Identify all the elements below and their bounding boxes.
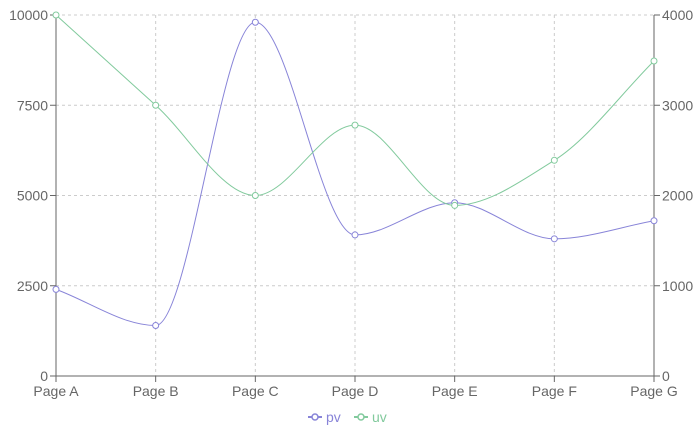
- left-y-tick-label: 0: [40, 368, 48, 384]
- data-point-pv: [251, 18, 259, 26]
- series-line-pv: [55, 21, 655, 327]
- x-tick-label: Page A: [33, 383, 79, 399]
- series-line-uv: [55, 14, 655, 206]
- left-y-tick-label: 2500: [17, 278, 48, 294]
- data-point-pv: [152, 322, 160, 330]
- axes: 0 2500 5000 7500 10000 0 1000 2000 3000 4000 Page …: [9, 7, 693, 399]
- x-tick-label: Page C: [232, 383, 279, 399]
- x-tick-label: Page B: [133, 383, 179, 399]
- data-point-uv: [550, 156, 558, 164]
- legend-label-uv: uv: [372, 409, 387, 425]
- data-point-pv: [550, 235, 558, 243]
- right-y-tick-label: 2000: [662, 188, 693, 204]
- x-tick-label: Page G: [630, 383, 677, 399]
- legend-marker-pv: [311, 413, 319, 421]
- legend-label-pv: pv: [326, 409, 341, 425]
- series-lines: [55, 14, 655, 327]
- x-tick-label: Page F: [532, 383, 577, 399]
- data-point-uv: [251, 192, 259, 199]
- grid: [55, 14, 655, 377]
- right-y-tick-label: 0: [662, 368, 670, 384]
- legend-marker-uv: [357, 413, 365, 421]
- data-point-pv: [650, 217, 658, 225]
- data-point-uv: [650, 57, 658, 65]
- data-point-uv: [152, 101, 160, 109]
- data-point-uv: [52, 11, 60, 19]
- legend: pv uv: [308, 409, 387, 425]
- data-point-uv: [451, 201, 459, 209]
- right-y-tick-label: 4000: [662, 7, 693, 23]
- data-point-uv: [351, 121, 359, 129]
- left-y-tick-label: 10000: [9, 7, 48, 23]
- right-y-tick-label: 3000: [662, 97, 693, 113]
- x-tick-label: Page D: [332, 383, 379, 399]
- left-y-tick-label: 5000: [17, 188, 48, 204]
- data-point-pv: [351, 231, 359, 239]
- series-points: [52, 11, 658, 330]
- left-y-tick-label: 7500: [17, 97, 48, 113]
- data-point-pv: [52, 285, 60, 293]
- x-tick-label: Page E: [432, 383, 478, 399]
- right-y-tick-label: 1000: [662, 278, 693, 294]
